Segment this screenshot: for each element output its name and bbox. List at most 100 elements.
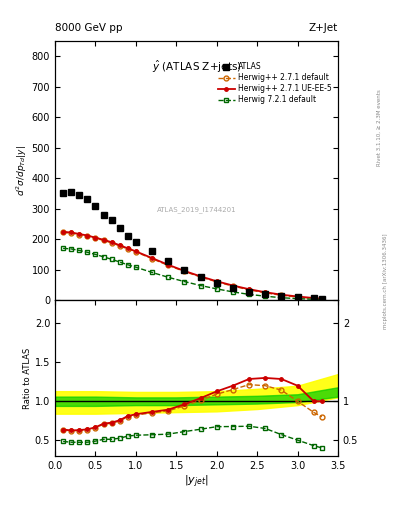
X-axis label: $|y_{jet}|$: $|y_{jet}|$ bbox=[184, 473, 209, 489]
Herwig++ 2.7.1 default bbox=[125, 246, 130, 252]
Herwig++ 2.7.1 UE-EE-5 bbox=[214, 278, 219, 284]
Y-axis label: $d^{2}\sigma/dp_{Td}|y|$: $d^{2}\sigma/dp_{Td}|y|$ bbox=[15, 145, 29, 196]
Herwig++ 2.7.1 UE-EE-5 bbox=[134, 248, 138, 254]
ATLAS bbox=[109, 217, 114, 223]
Herwig++ 2.7.1 UE-EE-5 bbox=[85, 232, 90, 239]
Herwig 7.2.1 default bbox=[247, 291, 252, 297]
ATLAS bbox=[198, 274, 203, 281]
Text: mcplots.cern.ch [arXiv:1306.3436]: mcplots.cern.ch [arXiv:1306.3436] bbox=[383, 234, 387, 329]
ATLAS bbox=[69, 189, 73, 195]
Line: Herwig++ 2.7.1 default: Herwig++ 2.7.1 default bbox=[61, 230, 324, 302]
Herwig++ 2.7.1 default bbox=[214, 279, 219, 285]
ATLAS bbox=[295, 294, 300, 300]
Herwig++ 2.7.1 default bbox=[61, 229, 66, 236]
Legend: ATLAS, Herwig++ 2.7.1 default, Herwig++ 2.7.1 UE-EE-5, Herwig 7.2.1 default: ATLAS, Herwig++ 2.7.1 default, Herwig++ … bbox=[217, 61, 332, 105]
ATLAS bbox=[150, 248, 154, 254]
Herwig++ 2.7.1 UE-EE-5 bbox=[150, 255, 154, 261]
Herwig 7.2.1 default bbox=[279, 294, 284, 301]
Herwig++ 2.7.1 UE-EE-5 bbox=[69, 229, 73, 236]
Herwig++ 2.7.1 UE-EE-5 bbox=[311, 295, 316, 301]
Text: $\hat{y}$ (ATLAS Z+jets): $\hat{y}$ (ATLAS Z+jets) bbox=[152, 59, 241, 75]
ATLAS bbox=[279, 293, 284, 299]
Herwig++ 2.7.1 default bbox=[118, 243, 122, 249]
Herwig++ 2.7.1 default bbox=[320, 296, 324, 302]
Herwig 7.2.1 default bbox=[320, 296, 324, 303]
Herwig++ 2.7.1 default bbox=[311, 295, 316, 302]
Herwig 7.2.1 default bbox=[93, 251, 98, 258]
ATLAS bbox=[77, 192, 82, 198]
Herwig 7.2.1 default bbox=[85, 249, 90, 255]
ATLAS bbox=[101, 212, 106, 219]
Herwig 7.2.1 default bbox=[231, 289, 235, 295]
Herwig++ 2.7.1 UE-EE-5 bbox=[182, 268, 187, 274]
Herwig 7.2.1 default bbox=[125, 262, 130, 268]
ATLAS bbox=[85, 196, 90, 202]
Text: Z+Jet: Z+Jet bbox=[309, 23, 338, 33]
Herwig++ 2.7.1 UE-EE-5 bbox=[279, 292, 284, 298]
Text: ATLAS_2019_I1744201: ATLAS_2019_I1744201 bbox=[157, 206, 236, 213]
ATLAS bbox=[93, 203, 98, 209]
Herwig++ 2.7.1 default bbox=[263, 290, 268, 296]
Herwig++ 2.7.1 default bbox=[101, 238, 106, 244]
ATLAS bbox=[61, 190, 66, 196]
Herwig++ 2.7.1 default bbox=[134, 249, 138, 255]
Herwig++ 2.7.1 UE-EE-5 bbox=[320, 295, 324, 302]
Herwig 7.2.1 default bbox=[69, 246, 73, 252]
ATLAS bbox=[320, 295, 324, 302]
Herwig 7.2.1 default bbox=[182, 279, 187, 285]
ATLAS bbox=[166, 258, 171, 264]
Herwig 7.2.1 default bbox=[214, 286, 219, 292]
ATLAS bbox=[263, 291, 268, 297]
Herwig++ 2.7.1 default bbox=[295, 294, 300, 300]
Herwig++ 2.7.1 default bbox=[150, 255, 154, 262]
Herwig 7.2.1 default bbox=[263, 293, 268, 300]
Herwig++ 2.7.1 default bbox=[93, 235, 98, 241]
Herwig++ 2.7.1 UE-EE-5 bbox=[109, 239, 114, 245]
Herwig++ 2.7.1 default bbox=[247, 287, 252, 293]
Herwig++ 2.7.1 UE-EE-5 bbox=[125, 245, 130, 251]
Herwig++ 2.7.1 default bbox=[166, 262, 171, 268]
ATLAS bbox=[214, 280, 219, 286]
ATLAS bbox=[182, 267, 187, 273]
Herwig++ 2.7.1 default bbox=[85, 233, 90, 239]
Herwig++ 2.7.1 UE-EE-5 bbox=[93, 234, 98, 241]
Herwig++ 2.7.1 UE-EE-5 bbox=[118, 242, 122, 248]
ATLAS bbox=[231, 285, 235, 291]
ATLAS bbox=[134, 239, 138, 245]
ATLAS bbox=[311, 295, 316, 301]
Herwig++ 2.7.1 default bbox=[182, 268, 187, 274]
Herwig 7.2.1 default bbox=[295, 295, 300, 302]
Herwig++ 2.7.1 default bbox=[279, 292, 284, 298]
Herwig 7.2.1 default bbox=[61, 245, 66, 251]
Herwig++ 2.7.1 UE-EE-5 bbox=[166, 262, 171, 268]
Line: Herwig++ 2.7.1 UE-EE-5: Herwig++ 2.7.1 UE-EE-5 bbox=[61, 230, 323, 301]
Herwig++ 2.7.1 UE-EE-5 bbox=[101, 237, 106, 243]
Text: Rivet 3.1.10, ≥ 2.3M events: Rivet 3.1.10, ≥ 2.3M events bbox=[377, 90, 382, 166]
Herwig 7.2.1 default bbox=[150, 269, 154, 275]
Line: ATLAS: ATLAS bbox=[60, 189, 325, 302]
Herwig++ 2.7.1 default bbox=[77, 231, 82, 238]
Herwig++ 2.7.1 UE-EE-5 bbox=[263, 289, 268, 295]
Herwig++ 2.7.1 UE-EE-5 bbox=[247, 286, 252, 292]
Herwig 7.2.1 default bbox=[77, 247, 82, 253]
ATLAS bbox=[125, 233, 130, 239]
Herwig++ 2.7.1 UE-EE-5 bbox=[295, 293, 300, 300]
Herwig++ 2.7.1 UE-EE-5 bbox=[61, 229, 66, 235]
Herwig 7.2.1 default bbox=[166, 274, 171, 281]
Y-axis label: Ratio to ATLAS: Ratio to ATLAS bbox=[23, 347, 32, 409]
Herwig 7.2.1 default bbox=[118, 259, 122, 265]
Herwig 7.2.1 default bbox=[311, 296, 316, 302]
Line: Herwig 7.2.1 default: Herwig 7.2.1 default bbox=[61, 246, 324, 302]
Herwig 7.2.1 default bbox=[101, 254, 106, 260]
Herwig++ 2.7.1 default bbox=[231, 283, 235, 289]
Herwig++ 2.7.1 default bbox=[198, 274, 203, 280]
Herwig 7.2.1 default bbox=[109, 256, 114, 262]
Herwig 7.2.1 default bbox=[198, 283, 203, 289]
ATLAS bbox=[247, 289, 252, 295]
Herwig++ 2.7.1 default bbox=[69, 230, 73, 236]
ATLAS bbox=[118, 224, 122, 230]
Text: 8000 GeV pp: 8000 GeV pp bbox=[55, 23, 123, 33]
Herwig++ 2.7.1 UE-EE-5 bbox=[77, 231, 82, 237]
Herwig++ 2.7.1 UE-EE-5 bbox=[198, 273, 203, 280]
Herwig++ 2.7.1 default bbox=[109, 240, 114, 246]
